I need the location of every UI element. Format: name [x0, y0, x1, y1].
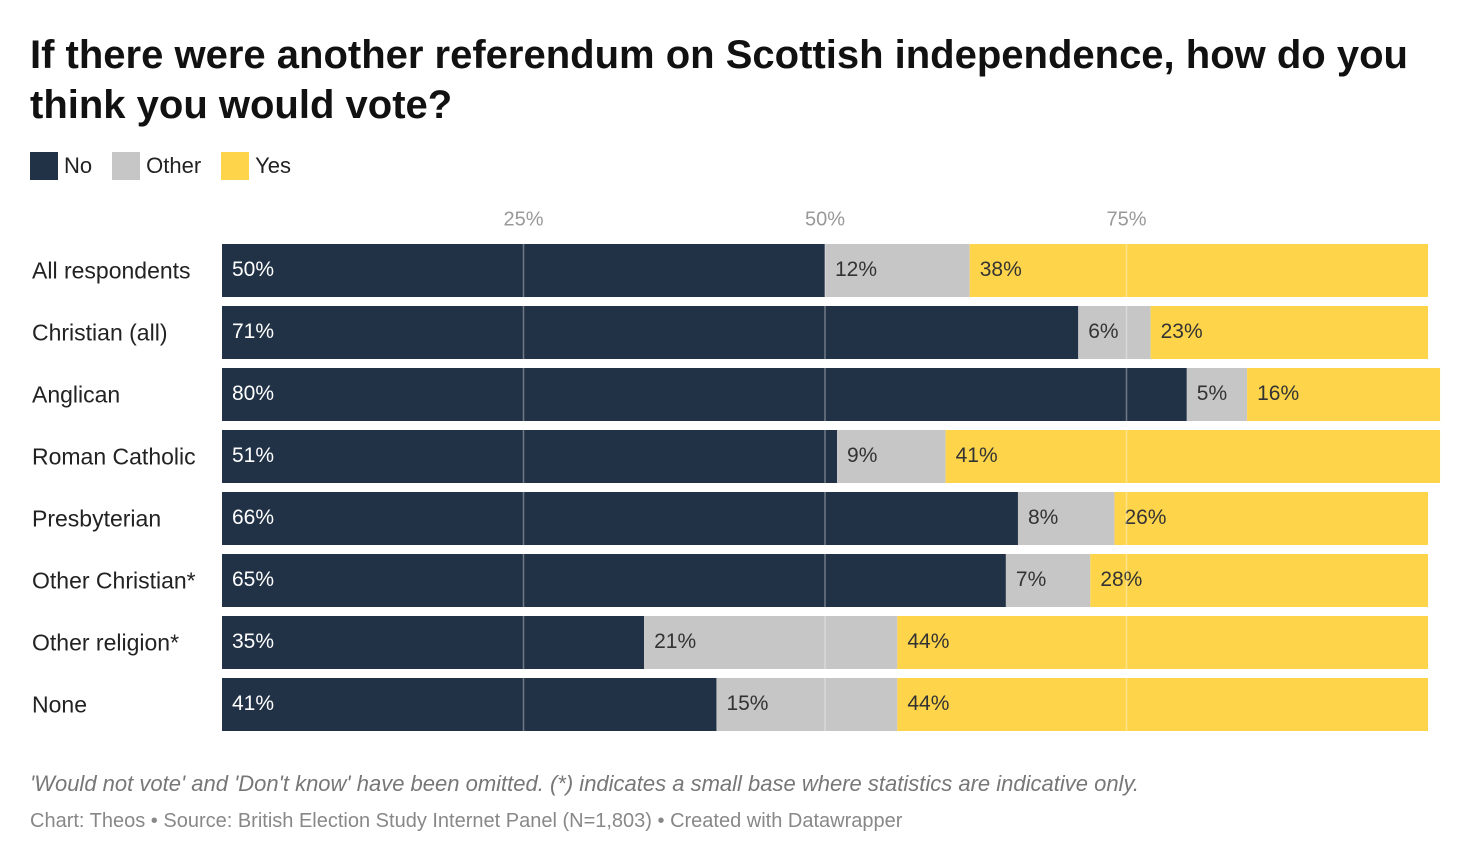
legend-swatch: [221, 152, 250, 180]
legend-swatch: [112, 152, 141, 180]
value-label: 41%: [232, 692, 274, 715]
bar-segment: [945, 430, 1441, 483]
bar-segment: [1017, 492, 1115, 545]
value-label: 21%: [654, 630, 696, 653]
bar-segment: [222, 492, 1018, 545]
bar-segment: [1114, 492, 1428, 545]
legend-swatch: [30, 152, 58, 180]
bar-segment: [716, 678, 898, 731]
category-label: Presbyterian: [32, 506, 161, 532]
value-label: 66%: [232, 506, 274, 529]
category-label: Other religion*: [32, 630, 179, 656]
value-label: 38%: [980, 258, 1022, 281]
x-tick-label: 75%: [1106, 208, 1146, 230]
bar-segment: [969, 244, 1428, 297]
value-label: 71%: [232, 320, 274, 343]
category-label: Anglican: [32, 382, 120, 408]
value-label: 26%: [1124, 506, 1166, 529]
legend-label: Yes: [255, 153, 292, 178]
value-label: 65%: [232, 568, 274, 591]
bar-segment: [222, 678, 717, 731]
bar-segment: [222, 616, 645, 669]
bar-segment: [1186, 368, 1248, 421]
bar-segment: [1090, 554, 1428, 607]
value-label: 50%: [232, 258, 274, 281]
bar-segment: [222, 306, 1079, 359]
value-label: 7%: [1016, 568, 1046, 591]
bar-segment: [837, 430, 946, 483]
value-label: 80%: [232, 382, 274, 405]
legend-item: Yes: [221, 152, 291, 180]
chart-note: 'Would not vote' and 'Don't know' have b…: [30, 771, 1139, 796]
bar-segment: [222, 368, 1187, 421]
value-label: 44%: [907, 630, 949, 653]
value-label: 15%: [726, 692, 768, 715]
bar-segment: [644, 616, 898, 669]
bar-segment: [222, 430, 838, 483]
x-tick-label: 50%: [805, 208, 845, 230]
legend-label: Other: [146, 153, 202, 178]
category-label: All respondents: [32, 258, 191, 284]
chart-source: Chart: Theos • Source: British Election …: [30, 810, 903, 832]
category-label: Christian (all): [32, 320, 167, 346]
value-label: 28%: [1100, 568, 1142, 591]
bar-segment: [825, 244, 970, 297]
bar-segment: [1078, 306, 1151, 359]
bar-segment: [897, 678, 1428, 731]
bar-segment: [897, 616, 1428, 669]
legend-item: Other: [112, 152, 201, 180]
bar-segment: [1005, 554, 1091, 607]
value-label: 23%: [1161, 320, 1203, 343]
category-label: None: [32, 692, 87, 718]
bar-segment: [222, 554, 1006, 607]
bar-segment: [1150, 306, 1428, 359]
legend: No Other Yes: [30, 152, 291, 180]
value-label: 44%: [907, 692, 949, 715]
value-label: 51%: [232, 444, 274, 467]
x-tick-label: 25%: [503, 208, 543, 230]
value-label: 35%: [232, 630, 274, 653]
legend-label: No: [64, 153, 93, 178]
value-label: 9%: [847, 444, 877, 467]
value-label: 16%: [1257, 382, 1299, 405]
bar-segment: [222, 244, 825, 297]
value-label: 41%: [956, 444, 998, 467]
value-label: 5%: [1197, 382, 1227, 405]
value-label: 8%: [1028, 506, 1058, 529]
legend-item: No: [30, 152, 92, 180]
value-label: 12%: [835, 258, 877, 281]
bar-segment: [1247, 368, 1441, 421]
value-label: 6%: [1088, 320, 1118, 343]
chart-title: If there were another referendum on Scot…: [30, 33, 1408, 127]
category-label: Roman Catholic: [32, 444, 196, 470]
chart: 25% 50% 75% All respondents 50% 12% 38% Christi…: [32, 208, 1441, 740]
category-label: Other Christian*: [32, 568, 196, 594]
